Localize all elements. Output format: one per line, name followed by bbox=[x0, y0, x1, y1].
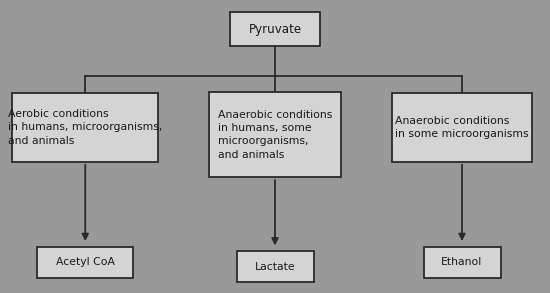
FancyBboxPatch shape bbox=[12, 93, 158, 162]
Text: Acetyl CoA: Acetyl CoA bbox=[56, 257, 115, 267]
Text: Anaerobic conditions
in humans, some
microorganisms,
and animals: Anaerobic conditions in humans, some mic… bbox=[218, 110, 332, 160]
Text: Anaerobic conditions
in some microorganisms: Anaerobic conditions in some microorgani… bbox=[395, 116, 529, 139]
FancyBboxPatch shape bbox=[424, 247, 500, 278]
FancyBboxPatch shape bbox=[209, 92, 341, 177]
FancyBboxPatch shape bbox=[392, 93, 532, 162]
FancyBboxPatch shape bbox=[236, 251, 314, 282]
FancyBboxPatch shape bbox=[230, 12, 320, 46]
Text: Aerobic conditions
in humans, microorganisms,
and animals: Aerobic conditions in humans, microorgan… bbox=[8, 109, 162, 146]
Text: Pyruvate: Pyruvate bbox=[249, 23, 301, 36]
Text: Lactate: Lactate bbox=[255, 262, 295, 272]
Text: Ethanol: Ethanol bbox=[441, 257, 483, 267]
FancyBboxPatch shape bbox=[37, 247, 133, 278]
